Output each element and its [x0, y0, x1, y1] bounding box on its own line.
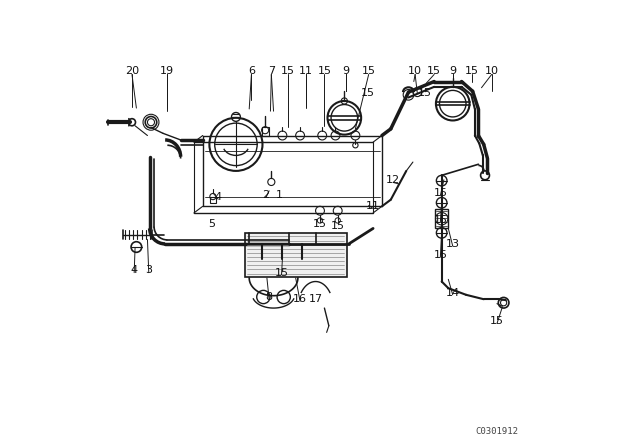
Text: C0301912: C0301912 [476, 427, 518, 436]
Bar [262, 127, 269, 135]
Text: 15: 15 [465, 66, 479, 76]
Text: 15: 15 [313, 219, 327, 229]
Bar [211, 197, 216, 203]
Text: 9: 9 [342, 66, 349, 76]
Text: 2: 2 [262, 190, 269, 200]
Text: 15: 15 [490, 316, 504, 326]
Text: 14: 14 [445, 288, 460, 297]
Text: 5: 5 [209, 219, 216, 229]
Text: 20: 20 [125, 66, 139, 76]
Text: 15: 15 [362, 66, 376, 76]
Text: 15: 15 [433, 215, 447, 224]
Text: 9: 9 [449, 66, 456, 76]
Bar [244, 233, 346, 277]
Text: 12: 12 [386, 175, 400, 185]
Text: 7: 7 [268, 66, 275, 76]
Text: 15: 15 [419, 88, 432, 99]
Text: 3: 3 [145, 266, 152, 276]
Text: 15: 15 [275, 267, 289, 278]
Text: 15: 15 [427, 66, 441, 76]
Text: 15: 15 [433, 250, 447, 260]
Text: 8: 8 [266, 292, 273, 302]
Bar [435, 208, 448, 228]
Text: 17: 17 [308, 294, 323, 304]
Text: 1: 1 [276, 190, 283, 200]
Text: 15: 15 [361, 88, 375, 99]
Text: 10: 10 [484, 66, 499, 76]
Text: 6: 6 [248, 66, 255, 76]
Text: 15: 15 [281, 66, 295, 76]
Text: 4: 4 [214, 193, 222, 202]
Text: 13: 13 [445, 239, 460, 249]
Text: 19: 19 [160, 66, 175, 76]
Text: 11: 11 [366, 201, 380, 211]
Text: 10: 10 [408, 66, 422, 76]
Text: 11: 11 [299, 66, 313, 76]
Text: 15: 15 [331, 221, 345, 231]
Text: 15: 15 [433, 188, 447, 198]
Text: 15: 15 [317, 66, 332, 76]
Text: 4: 4 [131, 266, 138, 276]
Text: 16: 16 [293, 294, 307, 304]
